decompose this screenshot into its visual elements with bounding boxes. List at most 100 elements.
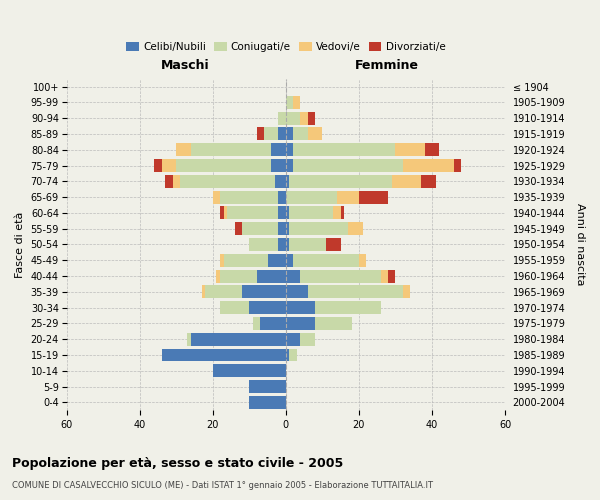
Bar	[286, 301, 315, 314]
Bar	[286, 128, 293, 140]
Bar	[220, 206, 224, 220]
Bar	[154, 159, 161, 172]
Bar	[289, 175, 392, 188]
Bar	[271, 144, 286, 156]
Bar	[308, 128, 322, 140]
Bar	[301, 270, 381, 282]
Bar	[381, 270, 388, 282]
Bar	[220, 270, 257, 282]
Bar	[227, 206, 278, 220]
Bar	[278, 128, 286, 140]
Bar	[249, 301, 286, 314]
Bar	[217, 270, 220, 282]
Bar	[286, 238, 289, 251]
Bar	[293, 144, 395, 156]
Bar	[326, 238, 341, 251]
Bar	[359, 190, 388, 203]
Bar	[187, 332, 191, 345]
Bar	[278, 190, 286, 203]
Bar	[257, 270, 286, 282]
Bar	[388, 270, 395, 282]
Bar	[224, 206, 227, 220]
Bar	[308, 112, 315, 124]
Bar	[220, 301, 249, 314]
Bar	[308, 286, 403, 298]
Bar	[301, 112, 308, 124]
Bar	[315, 301, 381, 314]
Bar	[286, 332, 301, 345]
Bar	[286, 317, 315, 330]
Bar	[242, 222, 278, 235]
Bar	[359, 254, 366, 266]
Bar	[242, 286, 286, 298]
Bar	[275, 175, 286, 188]
Text: Maschi: Maschi	[161, 59, 209, 72]
Bar	[403, 159, 454, 172]
Text: Popolazione per età, sesso e stato civile - 2005: Popolazione per età, sesso e stato civil…	[12, 458, 343, 470]
Bar	[425, 144, 439, 156]
Text: COMUNE DI CASALVECCHIO SICULO (ME) - Dati ISTAT 1° gennaio 2005 - Elaborazione T: COMUNE DI CASALVECCHIO SICULO (ME) - Dat…	[12, 481, 433, 490]
Bar	[253, 317, 260, 330]
Bar	[403, 286, 410, 298]
Y-axis label: Fasce di età: Fasce di età	[15, 212, 25, 278]
Legend: Celibi/Nubili, Coniugati/e, Vedovi/e, Divorziati/e: Celibi/Nubili, Coniugati/e, Vedovi/e, Di…	[122, 38, 449, 56]
Bar	[315, 317, 352, 330]
Bar	[286, 159, 293, 172]
Bar	[205, 286, 242, 298]
Bar	[202, 286, 205, 298]
Bar	[286, 254, 293, 266]
Bar	[286, 270, 301, 282]
Bar	[293, 159, 403, 172]
Bar	[278, 206, 286, 220]
Bar	[176, 144, 191, 156]
Bar	[337, 190, 359, 203]
Bar	[249, 396, 286, 409]
Bar	[341, 206, 344, 220]
Bar	[286, 286, 308, 298]
Bar	[278, 238, 286, 251]
Bar	[278, 222, 286, 235]
Bar	[286, 175, 289, 188]
Bar	[249, 380, 286, 393]
Bar	[220, 190, 278, 203]
Bar	[220, 254, 224, 266]
Bar	[213, 364, 286, 378]
Bar	[293, 254, 359, 266]
Bar	[278, 112, 286, 124]
Bar	[289, 222, 348, 235]
Bar	[257, 128, 264, 140]
Bar	[293, 128, 308, 140]
Bar	[235, 222, 242, 235]
Bar	[421, 175, 436, 188]
Bar	[180, 175, 275, 188]
Bar	[161, 159, 176, 172]
Bar	[213, 190, 220, 203]
Bar	[395, 144, 425, 156]
Bar	[286, 96, 293, 109]
Bar	[286, 112, 301, 124]
Bar	[165, 175, 173, 188]
Bar	[286, 144, 293, 156]
Bar	[268, 254, 286, 266]
Bar	[191, 144, 271, 156]
Bar	[173, 175, 180, 188]
Bar	[293, 96, 301, 109]
Bar	[454, 159, 461, 172]
Bar	[249, 238, 278, 251]
Bar	[271, 159, 286, 172]
Bar	[176, 159, 271, 172]
Bar	[348, 222, 362, 235]
Bar	[289, 348, 297, 362]
Bar	[289, 238, 326, 251]
Bar	[301, 332, 315, 345]
Bar	[286, 206, 289, 220]
Bar	[224, 254, 268, 266]
Bar	[260, 317, 286, 330]
Bar	[161, 348, 286, 362]
Bar	[286, 348, 289, 362]
Bar	[286, 222, 289, 235]
Bar	[392, 175, 421, 188]
Bar	[286, 190, 337, 203]
Text: Femmine: Femmine	[355, 59, 419, 72]
Bar	[334, 206, 341, 220]
